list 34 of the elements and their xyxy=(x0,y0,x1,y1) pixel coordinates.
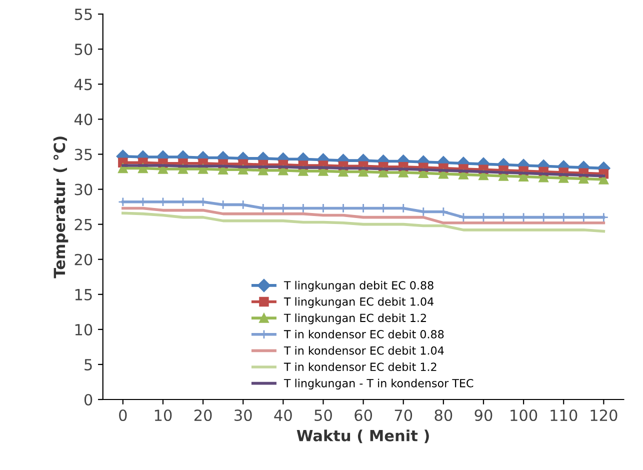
y-tick-label: 45 xyxy=(74,78,92,90)
y-tick-label: 30 xyxy=(74,184,92,196)
legend-label: T lingkungan debit EC 0.88 xyxy=(284,280,434,292)
x-tick-label: 100 xyxy=(510,409,538,422)
legend-label: T in kondensor EC debit 1.04 xyxy=(284,346,444,355)
x-tick-label: 10 xyxy=(154,409,172,422)
x-tick-label: 90 xyxy=(474,409,492,422)
x-tick-label: 80 xyxy=(434,409,452,422)
y-axis-title: Temperatur ( °C) xyxy=(53,136,68,278)
y-tick-label: 5 xyxy=(84,359,92,370)
legend-label: T lingkungan EC debit 1.04 xyxy=(284,297,434,308)
y-tick-label: 35 xyxy=(74,148,92,160)
legend-label: T lingkungan EC debit 1.2 xyxy=(284,314,426,324)
x-tick-label: 50 xyxy=(314,409,332,422)
x-tick-label: 60 xyxy=(354,409,372,422)
y-tick-label: 10 xyxy=(75,324,92,336)
y-tick-label: 0 xyxy=(84,394,92,406)
x-tick-label: 110 xyxy=(550,409,578,422)
x-tick-label: 120 xyxy=(590,409,618,422)
y-tick-label: 20 xyxy=(74,254,92,266)
x-tick-label: 70 xyxy=(394,409,412,422)
legend-label: T in kondensor EC debit 1.2 xyxy=(284,362,436,372)
y-tick-label: 25 xyxy=(74,218,92,230)
legend-label: T in kondensor EC debit 0.88 xyxy=(284,330,444,338)
x-tick-label: 20 xyxy=(194,409,212,422)
x-axis-title: Waktu ( Menit ) xyxy=(296,430,429,444)
x-tick-label: 0 xyxy=(119,409,127,422)
y-tick-label: 55 xyxy=(74,8,92,20)
y-tick-label: 15 xyxy=(75,289,92,300)
x-tick-label: 30 xyxy=(234,409,252,422)
y-tick-label: 50 xyxy=(74,44,92,56)
legend-label: T lingkungan - T in kondensor TEC xyxy=(284,378,474,390)
x-tick-label: 40 xyxy=(274,409,292,422)
y-tick-label: 40 xyxy=(74,114,92,126)
